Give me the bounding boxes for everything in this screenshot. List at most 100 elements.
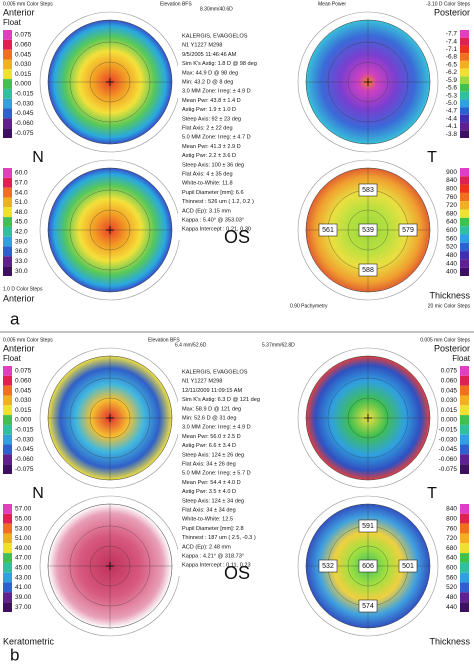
pupil-mark (106, 414, 114, 422)
scale-label: 55.00 (15, 515, 32, 522)
scale-label: 48.0 (15, 209, 28, 216)
scale-label: 640 (446, 555, 457, 562)
info-line: Mean Pwr: 43.8 ± 1.4 D (182, 98, 241, 104)
color-scale-step (460, 602, 469, 612)
scale-label: 0.075 (441, 368, 458, 375)
color-scale-step (460, 504, 469, 514)
info-line: Flat Axis: 34 ± 26 deg (182, 461, 236, 467)
thickness-box (358, 183, 378, 197)
scale-label: 0.045 (441, 387, 458, 394)
info-line: 12/11/2009 11:09:15 AM (182, 388, 242, 394)
scale-label: -0.015 (439, 427, 458, 434)
info-line: White-to-White: 11.8 (182, 181, 233, 187)
info-line: Astig Pwr: 3.5 ± 4.0 D (182, 489, 236, 495)
scale-label: -7.4 (446, 38, 458, 45)
scale-label: 840 (446, 177, 457, 184)
header-text: Posterior (434, 7, 470, 17)
color-scale-step (3, 513, 12, 524)
scale-label: 440 (446, 260, 457, 267)
color-scale-step (3, 504, 12, 514)
color-scale-step (3, 582, 12, 593)
color-scale-step (460, 553, 469, 563)
header-text: Anterior (3, 343, 35, 353)
color-scale-step (460, 217, 469, 227)
thickness-value: 532 (322, 563, 334, 570)
color-scale-step (3, 168, 12, 178)
color-scale-step (3, 424, 12, 435)
info-line: Steep Axis: 124 ± 34 deg (182, 498, 244, 504)
info-line: N1 Y1227 M298 (182, 43, 222, 49)
scale-label: 39.00 (15, 594, 32, 601)
scale-label: 33.0 (15, 258, 28, 265)
scale-label: 480 (446, 594, 457, 601)
scale-label: 0.075 (15, 32, 32, 39)
info-line: Flat Axis: 2 ± 22 deg (182, 125, 233, 131)
quadrant-label: T (427, 149, 437, 166)
scale-label: -3.8 (446, 131, 458, 138)
color-scale-step (3, 246, 12, 257)
quadrant-label: N (32, 149, 44, 166)
panel-label: a (10, 309, 20, 328)
scale-label: 680 (446, 210, 457, 217)
color-scale-step (460, 464, 469, 474)
color-scale-step (460, 572, 469, 583)
scale-label: 900 (446, 169, 457, 176)
info-line: Astig Pwr: 1.9 ± 1.0 D (182, 107, 236, 113)
color-scale-step (3, 562, 12, 573)
color-scale-step (3, 207, 12, 218)
scale-label: 51.00 (15, 535, 32, 542)
color-scale-step (3, 236, 12, 247)
info-line: Mean Pwr: 56.0 ± 2.5 D (182, 434, 241, 440)
scale-label: 54.0 (15, 189, 28, 196)
scale-label: 480 (446, 252, 457, 259)
scale-label: 47.00 (15, 555, 32, 562)
scale-label: -7.7 (446, 31, 458, 38)
color-scale-step (460, 30, 469, 38)
color-scale-step (3, 98, 12, 109)
color-scale-step (460, 424, 469, 435)
color-scale-step (460, 366, 469, 376)
color-scale-step (3, 533, 12, 544)
thickness-box (358, 519, 378, 533)
info-line: Mean Pwr: 41.3 ± 2.9 D (182, 144, 241, 150)
scale-label: 600 (446, 227, 457, 234)
scale-label: -0.045 (15, 110, 34, 117)
color-scale-step (460, 444, 469, 455)
info-line: Astig Pwr: 2.2 ± 3.6 D (182, 153, 236, 159)
info-line: Astig Pwr: 6.6 ± 3.4 D (182, 443, 236, 449)
scale-label: 0.015 (15, 71, 32, 78)
quadrant-label: N (32, 485, 44, 502)
scale-label: -6.2 (446, 69, 458, 76)
scale-label: 640 (446, 219, 457, 226)
pupil-mark (106, 78, 114, 86)
color-scale-step (460, 592, 469, 603)
color-scale-step (460, 84, 469, 92)
scale-label: -0.060 (439, 456, 458, 463)
scale-label: 760 (446, 194, 457, 201)
color-scale-step (3, 602, 12, 612)
footer-text: 20 mic Color Steps (428, 303, 471, 309)
info-line: 3.0 MM Zone: Irreg: ± 4.9 D (182, 89, 251, 95)
thickness-value: 501 (402, 563, 414, 570)
scale-label: 0.060 (441, 377, 458, 384)
scale-label: -5.0 (446, 100, 458, 107)
color-scale-step (3, 30, 12, 40)
color-scale-step (460, 201, 469, 210)
header-text: 0.005 mm Color Steps (420, 337, 470, 343)
color-scale-step (3, 434, 12, 445)
color-scale-step (460, 209, 469, 218)
info-line: Mean Pwr: 54.4 ± 4.0 D (182, 480, 241, 486)
scale-label: 0.000 (15, 81, 32, 88)
color-scale-step (460, 168, 469, 177)
color-scale-step (460, 107, 469, 115)
scale-label: -0.075 (439, 466, 458, 473)
header-text: 8.30mm/40.6D (200, 6, 233, 12)
scale-label: 0.075 (15, 368, 32, 375)
scale-label: 520 (446, 244, 457, 251)
color-scale-step (3, 226, 12, 237)
header-text: Mean Power (318, 1, 346, 7)
color-scale-step (3, 375, 12, 386)
info-line: ACD (Ep): 3.15 mm (182, 208, 231, 214)
color-scale-step (3, 415, 12, 425)
